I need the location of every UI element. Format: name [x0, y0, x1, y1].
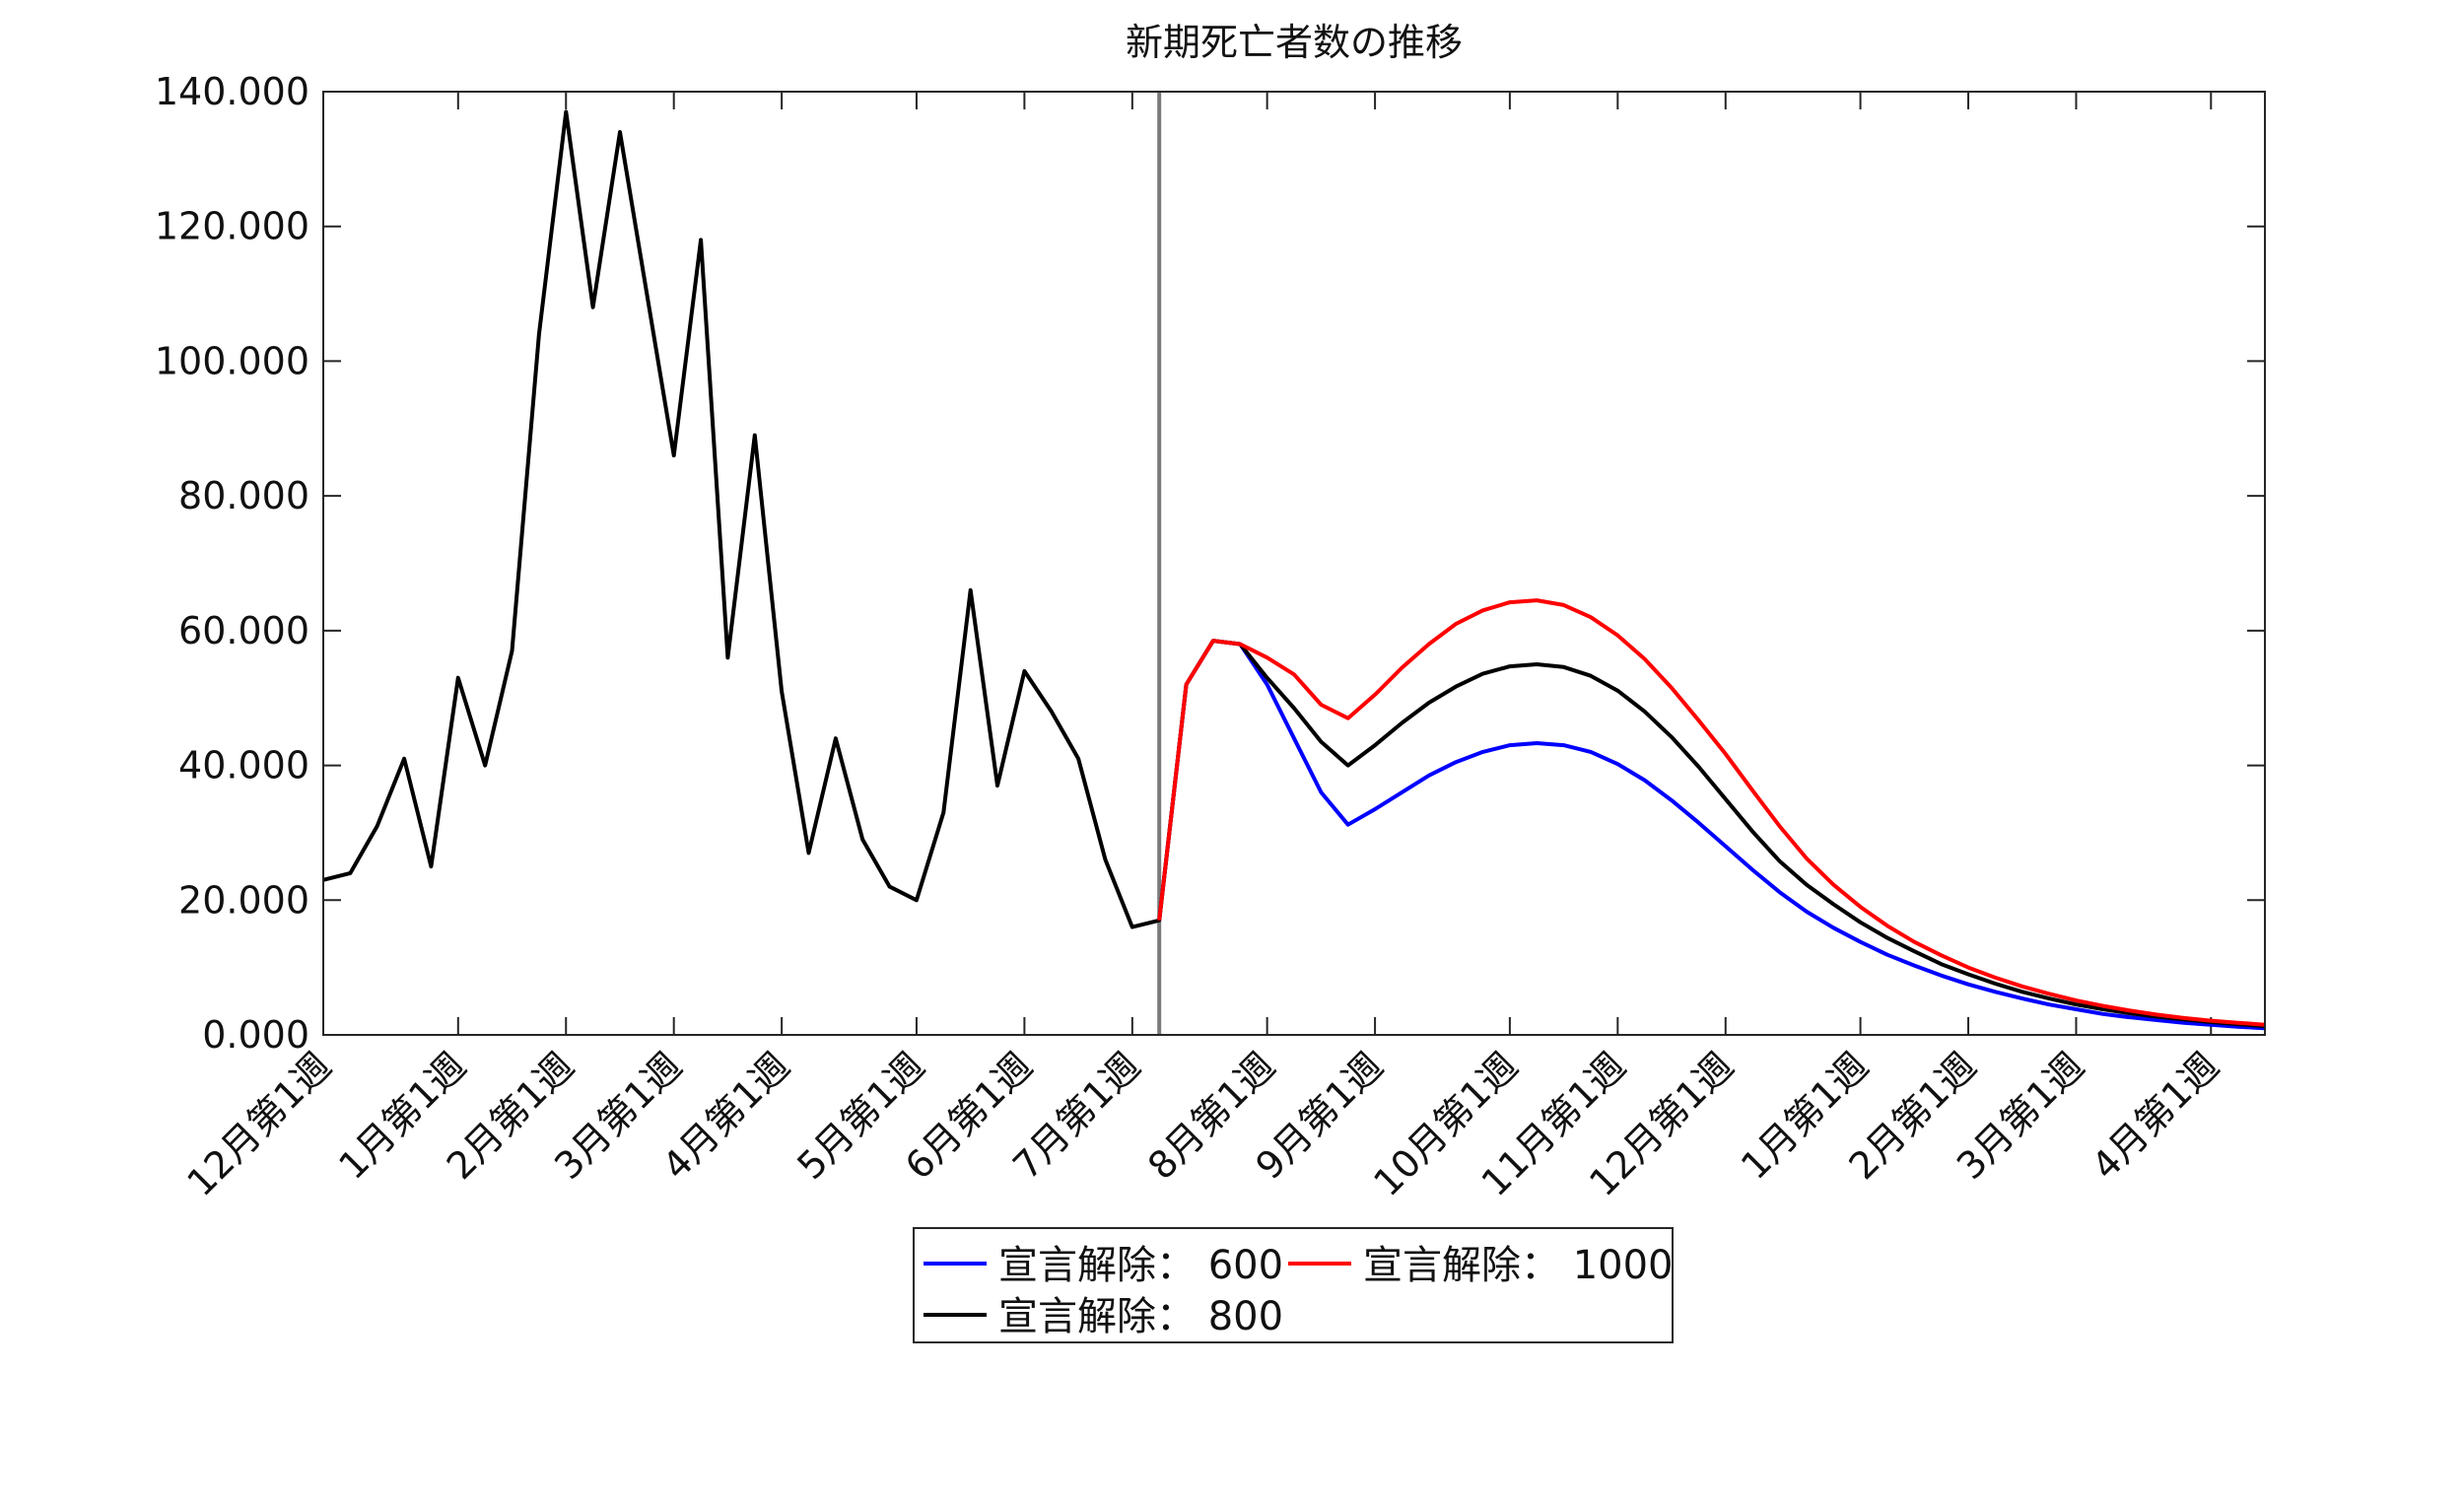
series-line-1: [1157, 639, 2266, 1031]
legend-label: 宣言解除： 800: [998, 1294, 1283, 1339]
legend-box: [913, 1227, 1674, 1343]
y-tick-label: 60.000: [178, 609, 309, 652]
legend-label: 宣言解除： 600: [998, 1243, 1283, 1288]
x-tick-label: 4月第1週: [2084, 1044, 2227, 1188]
legend: 宣言解除： 600 宣言解除： 1000 宣言解除： 800: [913, 1227, 1674, 1343]
series-layer: [322, 109, 2266, 1031]
plot-frame: [322, 91, 2266, 1036]
y-tick-label: 140.000: [155, 70, 309, 113]
legend-label: 宣言解除： 1000: [1363, 1243, 1674, 1288]
series-line-2: [1157, 598, 2266, 1027]
y-tick-label: 0.000: [202, 1013, 309, 1057]
x-tick-label: 12月第1週: [178, 1044, 339, 1204]
chart-title: 新期死亡者数の推移: [1126, 21, 1463, 64]
y-tick-label: 80.000: [178, 474, 309, 517]
y-tick-label: 120.000: [155, 205, 309, 248]
y-tick-label: 20.000: [178, 878, 309, 922]
y-tick-label: 40.000: [178, 744, 309, 788]
series-line-3: [322, 109, 2266, 1029]
y-tick-label: 100.000: [155, 339, 309, 382]
